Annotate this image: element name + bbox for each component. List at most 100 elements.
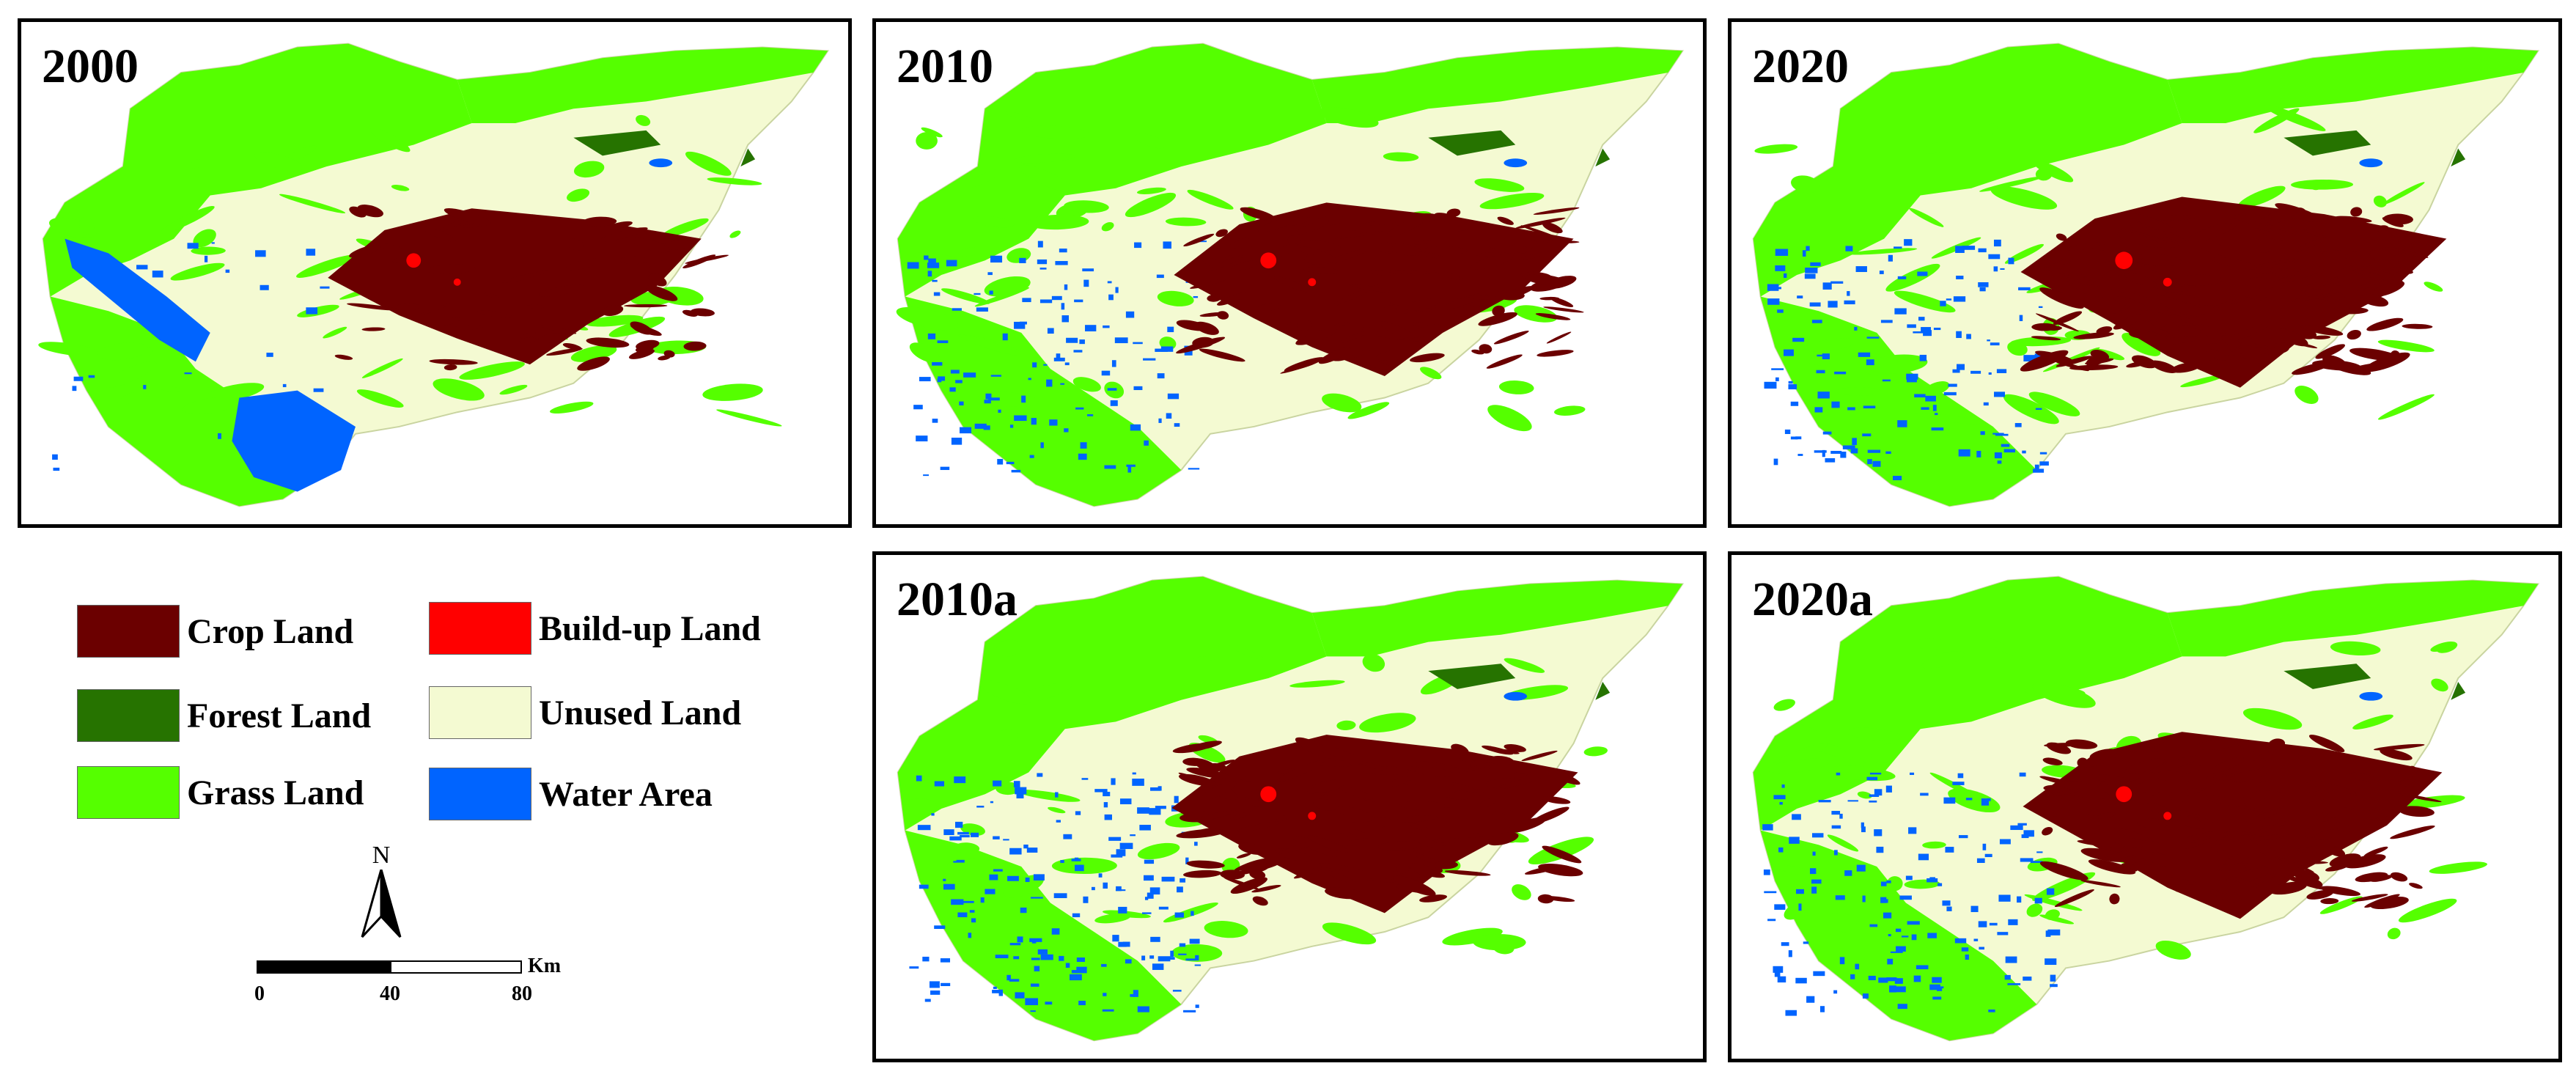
crop-land-patch bbox=[2187, 222, 2237, 243]
water-patch bbox=[1771, 368, 1784, 370]
water-patch bbox=[1065, 963, 1070, 968]
crop-land-patch bbox=[2287, 293, 2337, 303]
crop-land-patch bbox=[1287, 235, 1300, 246]
water-patch bbox=[932, 419, 938, 423]
water-patch bbox=[1085, 325, 1097, 331]
water-patch bbox=[1810, 868, 1817, 875]
grass-land-patch bbox=[1187, 189, 1234, 210]
water-patch bbox=[1810, 262, 1821, 266]
grass-land-patch bbox=[1767, 758, 1830, 773]
crop-land-patch bbox=[2160, 234, 2169, 239]
crop-land-patch bbox=[1178, 773, 1216, 787]
water-patch bbox=[2034, 897, 2042, 904]
scale-unit: Km bbox=[528, 955, 562, 977]
water-patch bbox=[928, 258, 936, 266]
crop-land-patch bbox=[520, 331, 536, 339]
grass-land-patch bbox=[1915, 413, 1981, 424]
grass-land-patch bbox=[1051, 857, 1117, 875]
crop-land-patch bbox=[2233, 863, 2246, 873]
crop-land-patch bbox=[2253, 753, 2273, 760]
water-patch bbox=[1831, 825, 1841, 829]
water-patch bbox=[1158, 906, 1169, 910]
water-patch bbox=[916, 775, 922, 782]
crop-land-patch bbox=[1399, 801, 1446, 810]
crop-land-patch bbox=[1520, 225, 1559, 239]
crop-land-patch bbox=[1234, 858, 1267, 872]
grass-land-patch bbox=[2377, 394, 2435, 420]
crop-land-patch bbox=[1413, 213, 1439, 223]
crop-land-patch bbox=[1288, 271, 1303, 283]
legend-label: Forest Land bbox=[187, 696, 372, 735]
crop-land-patch bbox=[2333, 300, 2349, 312]
water-patch bbox=[2019, 315, 2023, 321]
crop-land-patch bbox=[1542, 845, 1582, 864]
water-patch bbox=[1802, 250, 1806, 257]
crop-land-patch bbox=[1295, 219, 1329, 235]
water-patch bbox=[2036, 851, 2043, 853]
water-patch bbox=[1997, 460, 2002, 464]
crop-land-patch bbox=[648, 260, 674, 274]
water-patch bbox=[1157, 373, 1165, 379]
water-patch bbox=[1079, 339, 1085, 345]
crop-land-patch bbox=[1325, 205, 1347, 217]
grass-land-area bbox=[905, 830, 1182, 1041]
grass-land-patch bbox=[980, 680, 1031, 705]
grass-land-patch bbox=[1383, 152, 1419, 162]
crop-land-patch bbox=[2192, 236, 2230, 257]
forest-land-patch bbox=[1428, 130, 1516, 156]
legend-item-forest-land: Forest Land bbox=[77, 689, 371, 742]
crop-land-patch bbox=[2322, 355, 2347, 369]
crop-land-patch bbox=[1317, 863, 1364, 872]
water-patch bbox=[1119, 842, 1133, 850]
crop-land-patch bbox=[2053, 311, 2083, 325]
crop-land-patch bbox=[2129, 213, 2176, 233]
grass-land-patch bbox=[1125, 192, 1177, 218]
legend-item-grass-land: Grass Land bbox=[77, 766, 364, 819]
water-patch bbox=[1906, 373, 1918, 380]
crop-land-patch bbox=[630, 324, 662, 337]
water-patch bbox=[1961, 947, 1969, 952]
water-patch bbox=[2019, 772, 2026, 777]
grass-land-area bbox=[1753, 43, 2182, 297]
water-patch bbox=[1081, 778, 1089, 780]
grass-land-patch bbox=[954, 842, 980, 854]
crop-land-patch bbox=[1501, 286, 1534, 299]
crop-land-patch bbox=[484, 293, 499, 298]
crop-land-patch bbox=[421, 226, 456, 242]
crop-land-patch bbox=[2286, 746, 2316, 758]
crop-land-patch bbox=[2231, 769, 2267, 782]
water-patch bbox=[924, 255, 929, 260]
grass-land-patch bbox=[1137, 842, 1180, 860]
water-patch bbox=[992, 990, 1003, 993]
water-patch bbox=[1180, 878, 1186, 883]
crop-land-patch bbox=[2078, 229, 2091, 237]
water-patch bbox=[1874, 789, 1883, 796]
water-patch bbox=[959, 427, 972, 434]
water-patch bbox=[1858, 352, 1871, 357]
water-patch bbox=[1083, 279, 1089, 287]
crop-land-patch bbox=[1498, 777, 1541, 788]
crop-land-patch bbox=[2302, 845, 2335, 853]
water-patch bbox=[998, 409, 1001, 413]
water-patch bbox=[1869, 794, 1880, 797]
water-patch bbox=[1194, 842, 1198, 846]
water-patch bbox=[1166, 413, 1172, 419]
grass-land-patch bbox=[1474, 178, 1525, 192]
crop-land-patch bbox=[1357, 220, 1399, 227]
crop-land-patch bbox=[665, 239, 691, 251]
water-patch bbox=[1167, 957, 1175, 960]
crop-land-patch bbox=[2042, 757, 2063, 765]
water-patch bbox=[1773, 966, 1784, 973]
water-patch bbox=[1137, 1006, 1149, 1012]
water-patch bbox=[1006, 461, 1015, 465]
crop-land-patch bbox=[2113, 296, 2149, 311]
water-patch bbox=[1932, 996, 1942, 1000]
water-patch bbox=[306, 249, 316, 256]
grass-land-patch bbox=[1804, 338, 1856, 352]
water-patch bbox=[2023, 830, 2034, 837]
crop-land-patch bbox=[1319, 794, 1328, 801]
water-patch bbox=[1887, 958, 1894, 965]
crop-land-patch bbox=[1446, 208, 1461, 218]
crop-land-patch bbox=[1433, 837, 1462, 843]
crop-land-patch bbox=[1370, 270, 1392, 276]
